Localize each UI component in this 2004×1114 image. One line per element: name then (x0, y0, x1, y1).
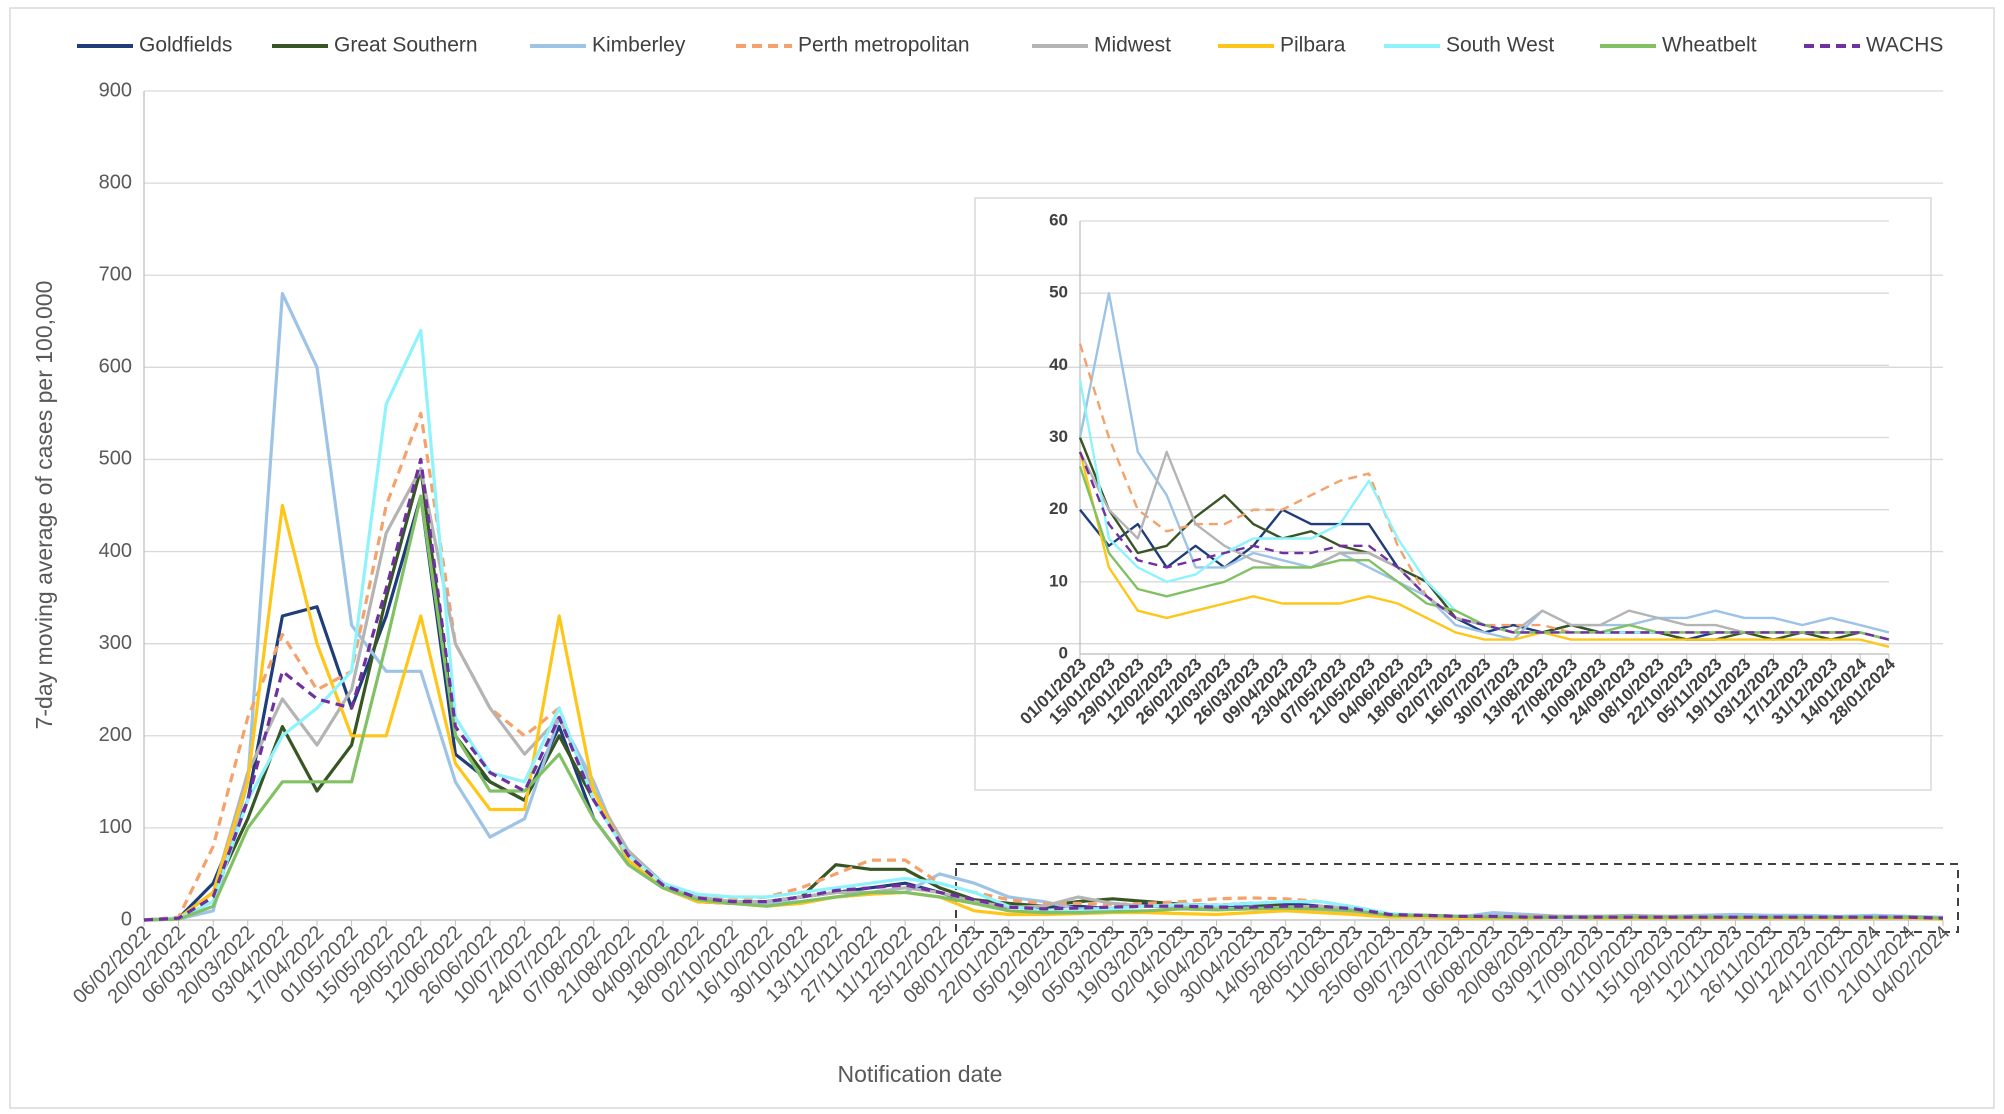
y-tick-label: 400 (99, 540, 132, 562)
series-line (1078, 451, 1890, 648)
y-tick-label: 50 (1049, 283, 1068, 302)
y-axis-title: 7-day moving average of cases per 100,00… (31, 281, 57, 730)
y-tick-label: 700 (99, 264, 132, 286)
y-tick-label: 40 (1049, 355, 1068, 374)
y-tick-label: 30 (1049, 427, 1068, 446)
inset-frame (974, 197, 1932, 791)
legend-label: WACHS (1866, 34, 1943, 57)
series-line (1078, 292, 1890, 641)
y-tick-label: 0 (1059, 643, 1068, 662)
y-tick-label: 800 (99, 171, 132, 193)
y-tick-label: 60 (1049, 210, 1068, 229)
y-tick-label: 10 (1049, 571, 1068, 590)
legend-label: Wheatbelt (1662, 34, 1757, 57)
series-line (1078, 451, 1890, 641)
y-tick-label: 0 (121, 908, 132, 930)
y-tick-label: 200 (99, 724, 132, 746)
legend-label: Pilbara (1280, 34, 1346, 57)
legend-label: Great Southern (334, 34, 478, 57)
y-tick-label: 300 (99, 632, 132, 654)
legend-label: Kimberley (592, 34, 686, 57)
legend-label: Perth metropolitan (798, 34, 970, 57)
x-axis-title: Notification date (838, 1061, 1003, 1087)
y-tick-label: 500 (99, 448, 132, 470)
y-tick-label: 600 (99, 356, 132, 378)
legend-label: South West (1446, 34, 1554, 57)
series-line (143, 457, 1944, 922)
y-tick-label: 20 (1049, 499, 1068, 518)
legend-label: Midwest (1094, 34, 1171, 57)
series-line (1078, 343, 1890, 641)
legend-label: Goldfields (139, 34, 232, 57)
y-tick-label: 900 (99, 79, 132, 101)
y-tick-label: 100 (99, 816, 132, 838)
